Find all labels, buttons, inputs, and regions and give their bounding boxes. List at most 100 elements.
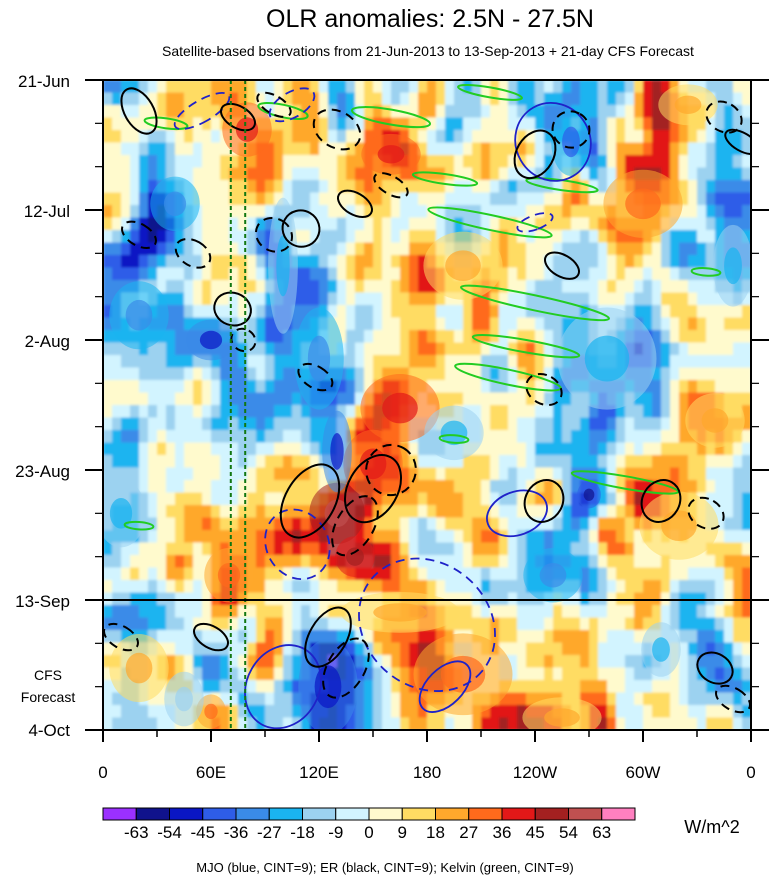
anomaly-cell: [121, 167, 131, 181]
anomaly-cell: [589, 555, 599, 569]
anomaly-cell: [562, 280, 572, 294]
anomaly-cell: [418, 505, 428, 519]
anomaly-cell: [175, 155, 185, 169]
anomaly-cell: [103, 305, 113, 319]
anomaly-cell: [598, 417, 608, 431]
anomaly-cell: [373, 230, 383, 244]
anomaly-cell: [292, 230, 302, 244]
anomaly-cell: [391, 530, 401, 544]
anomaly-cell: [715, 542, 725, 556]
anomaly-cell: [571, 455, 581, 469]
anomaly-cell: [274, 667, 284, 681]
anomaly-cell: [274, 430, 284, 444]
anomaly-cell: [562, 180, 572, 194]
anomaly-cell: [301, 167, 311, 181]
anomaly-cell: [670, 692, 680, 706]
anomaly-cell: [265, 167, 275, 181]
anomaly-cell: [427, 567, 437, 581]
anomaly-cell: [598, 617, 608, 631]
anomaly-cell: [607, 142, 617, 156]
anomaly-cell: [247, 355, 257, 369]
anomaly-cell: [391, 217, 401, 231]
anomaly-cell: [283, 380, 293, 394]
anomaly-cell: [679, 405, 689, 419]
anomaly-cell: [715, 142, 725, 156]
anomaly-cell: [697, 455, 707, 469]
anomaly-cell: [679, 580, 689, 594]
anomaly-cell: [103, 117, 113, 131]
anomaly-cell: [625, 617, 635, 631]
anomaly-cell: [202, 205, 212, 219]
anomaly-cell: [175, 242, 185, 256]
anomaly-cell: [571, 430, 581, 444]
anomaly-cell: [364, 667, 374, 681]
anomaly-cell: [580, 292, 590, 306]
anomaly-cell: [661, 242, 671, 256]
anomaly-cell: [256, 267, 266, 281]
anomaly-cell: [427, 105, 437, 119]
anomaly-cell: [148, 692, 158, 706]
anomaly-cell: [193, 267, 203, 281]
anomaly-cell: [211, 392, 221, 406]
anomaly-cell: [598, 567, 608, 581]
anomaly-cell: [535, 330, 545, 344]
anomaly-cell: [724, 130, 734, 144]
anomaly-cell: [292, 480, 302, 494]
anomaly-cell: [193, 142, 203, 156]
anomaly-cell: [400, 330, 410, 344]
anomaly-cell: [355, 130, 365, 144]
anomaly-cell: [166, 105, 176, 119]
anomaly-cell: [256, 692, 266, 706]
anomaly-cell: [418, 492, 428, 506]
anomaly-cell: [256, 305, 266, 319]
anomaly-cell: [670, 567, 680, 581]
anomaly-cell: [742, 467, 751, 481]
anomaly-cell: [139, 467, 149, 481]
anomaly-cell: [220, 392, 230, 406]
anomaly-cell: [382, 630, 392, 644]
anomaly-cell: [220, 292, 230, 306]
anomaly-cell: [139, 155, 149, 169]
anomaly-cell: [211, 142, 221, 156]
anomaly-cell: [526, 667, 536, 681]
anomaly-cell: [580, 580, 590, 594]
anomaly-cell: [553, 667, 563, 681]
anomaly-cell: [598, 405, 608, 419]
anomaly-cell: [517, 330, 527, 344]
anomaly-cell: [616, 517, 626, 531]
anomaly-cell: [166, 630, 176, 644]
anomaly-cell: [418, 180, 428, 194]
anomaly-cell: [112, 705, 122, 719]
anomaly-cell: [427, 630, 437, 644]
anomaly-cell: [742, 417, 751, 431]
anomaly-cell: [400, 567, 410, 581]
anomaly-cell: [661, 342, 671, 356]
anomaly-cell: [562, 242, 572, 256]
anomaly-cell: [481, 567, 491, 581]
anomaly-cell: [733, 617, 743, 631]
anomaly-cell: [400, 630, 410, 644]
anomaly-blob-core: [125, 652, 153, 684]
anomaly-cell: [643, 255, 653, 269]
anomaly-cell: [715, 117, 725, 131]
anomaly-cell: [589, 667, 599, 681]
anomaly-cell: [553, 430, 563, 444]
anomaly-cell: [517, 242, 527, 256]
anomaly-cell: [706, 117, 716, 131]
anomaly-cell: [589, 630, 599, 644]
anomaly-cell: [553, 317, 563, 331]
anomaly-cell: [301, 505, 311, 519]
anomaly-cell: [364, 567, 374, 581]
anomaly-cell: [202, 492, 212, 506]
anomaly-cell: [652, 80, 662, 94]
colorbar-level-label: -36: [224, 823, 249, 842]
anomaly-cell: [184, 292, 194, 306]
anomaly-cell: [463, 392, 473, 406]
colorbar-level-label: 0: [364, 823, 373, 842]
anomaly-cell: [103, 342, 113, 356]
anomaly-cell: [436, 705, 446, 719]
anomaly-cell: [130, 180, 140, 194]
anomaly-cell: [535, 605, 545, 619]
anomaly-cell: [625, 517, 635, 531]
anomaly-cell: [391, 280, 401, 294]
